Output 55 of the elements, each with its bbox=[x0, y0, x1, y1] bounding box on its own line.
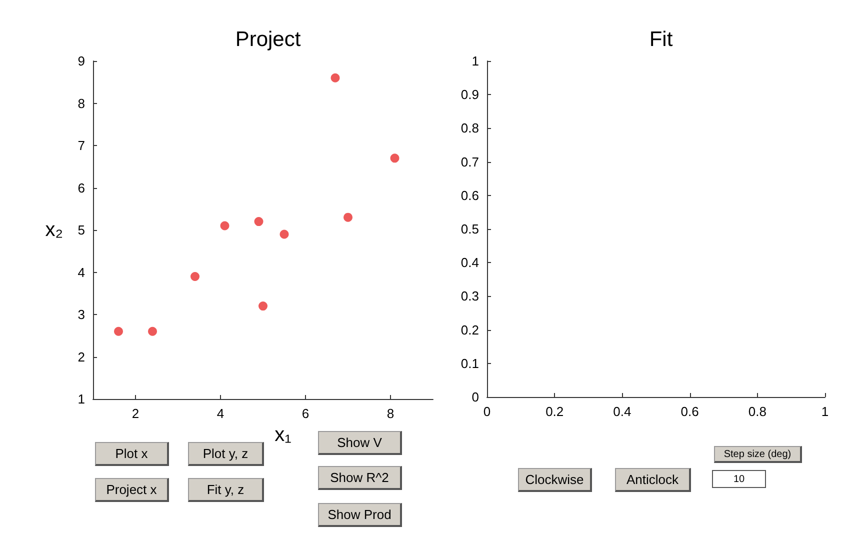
point bbox=[280, 230, 289, 239]
x-tick-label: 8 bbox=[386, 406, 394, 421]
text: 10 bbox=[712, 470, 766, 488]
text: Show V bbox=[318, 431, 402, 455]
y-tick-label: 9 bbox=[78, 54, 85, 68]
text: Anticlock bbox=[615, 468, 691, 492]
y-tick-label: 1 bbox=[78, 392, 85, 406]
point bbox=[220, 221, 230, 230]
x-tick-label: 0.6 bbox=[680, 404, 699, 419]
x-tick-label: 1 bbox=[821, 404, 829, 419]
point bbox=[114, 326, 123, 336]
point bbox=[390, 154, 400, 163]
y-tick-label: 0.8 bbox=[460, 120, 479, 136]
text: Plot y, z bbox=[188, 442, 264, 466]
y-tick-label: 0.6 bbox=[460, 188, 479, 203]
y-tick-label: 8 bbox=[78, 96, 85, 111]
y-tick-label: 0.2 bbox=[460, 322, 479, 338]
text: Show R^2 bbox=[318, 466, 402, 490]
x-tick-label: 6 bbox=[302, 406, 310, 421]
text: Show Prod bbox=[318, 503, 402, 527]
point bbox=[258, 302, 268, 311]
x-tick-label: 0 bbox=[483, 404, 491, 419]
y-tick-label: 0.5 bbox=[460, 222, 479, 236]
text: Plot x bbox=[95, 442, 169, 466]
x-tick-label: 2 bbox=[132, 406, 140, 421]
point bbox=[254, 217, 264, 226]
y-tick-label: 0.1 bbox=[460, 356, 479, 371]
y-tick-label: 1 bbox=[472, 54, 479, 68]
y-axis-title: x₂ bbox=[45, 219, 63, 241]
text: Step size (deg) bbox=[714, 446, 802, 463]
y-tick-label: 6 bbox=[78, 180, 85, 196]
y-tick-label: 0.7 bbox=[460, 154, 479, 170]
y-tick-label: 4 bbox=[78, 264, 85, 280]
y-tick-label: 0.3 bbox=[460, 288, 479, 304]
x-tick-label: 0.2 bbox=[546, 404, 564, 419]
x-tick-label: 4 bbox=[216, 406, 224, 421]
x-tick-label: 0.8 bbox=[748, 404, 766, 419]
text: Clockwise bbox=[518, 468, 592, 492]
chart-title: Fit bbox=[649, 28, 673, 51]
point bbox=[190, 272, 200, 281]
y-tick-label: 2 bbox=[78, 349, 85, 364]
text: Project x bbox=[95, 478, 169, 502]
point bbox=[148, 326, 157, 336]
y-tick-label: 3 bbox=[78, 307, 85, 322]
point bbox=[344, 212, 352, 222]
y-tick-label: 0.4 bbox=[460, 255, 479, 270]
x-axis-title: x₁ bbox=[274, 424, 292, 446]
y-tick-label: 0.9 bbox=[460, 87, 479, 102]
x-tick-label: 0.4 bbox=[613, 404, 632, 419]
y-tick-label: 0 bbox=[472, 390, 479, 404]
chart-title: Project bbox=[235, 28, 301, 51]
text: Fit y, z bbox=[188, 478, 264, 502]
y-tick-label: 5 bbox=[78, 222, 85, 238]
y-tick-label: 7 bbox=[78, 138, 85, 153]
point bbox=[330, 73, 340, 82]
